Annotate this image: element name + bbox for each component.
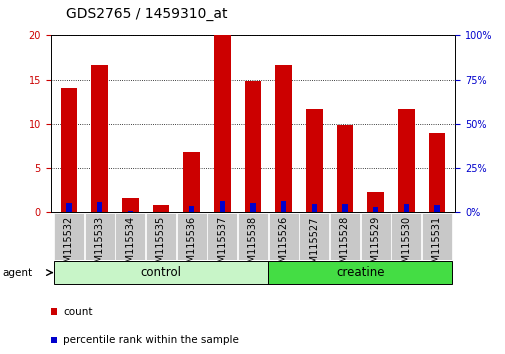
Text: percentile rank within the sample: percentile rank within the sample (63, 335, 238, 345)
Text: GSM115532: GSM115532 (64, 216, 74, 275)
FancyBboxPatch shape (237, 213, 268, 260)
Text: GSM115535: GSM115535 (156, 216, 166, 275)
FancyBboxPatch shape (390, 213, 421, 260)
Bar (403, 204, 408, 212)
Bar (219, 201, 224, 212)
Bar (336, 125, 352, 212)
Bar (250, 202, 255, 212)
Text: count: count (63, 307, 92, 316)
Bar (122, 198, 138, 212)
FancyBboxPatch shape (329, 213, 360, 260)
Bar (372, 207, 377, 212)
FancyBboxPatch shape (145, 213, 176, 260)
Text: GSM115529: GSM115529 (370, 216, 380, 275)
Bar (311, 204, 316, 212)
Bar (183, 152, 199, 212)
Text: creatine: creatine (335, 266, 384, 279)
Text: agent: agent (3, 268, 33, 278)
Text: GSM115533: GSM115533 (94, 216, 105, 275)
Bar (434, 205, 439, 212)
Bar (281, 201, 286, 212)
Text: GSM115536: GSM115536 (186, 216, 196, 275)
FancyBboxPatch shape (207, 213, 237, 260)
FancyBboxPatch shape (268, 261, 451, 284)
FancyBboxPatch shape (360, 213, 390, 260)
Text: GSM115526: GSM115526 (278, 216, 288, 275)
Bar (428, 133, 444, 212)
Text: GSM115528: GSM115528 (339, 216, 349, 275)
Text: GSM115527: GSM115527 (309, 216, 319, 276)
Text: GSM115538: GSM115538 (247, 216, 258, 275)
Bar (397, 109, 414, 212)
Bar (128, 211, 133, 212)
Bar (214, 35, 230, 212)
FancyBboxPatch shape (299, 213, 329, 260)
FancyBboxPatch shape (176, 213, 206, 260)
Bar (153, 205, 169, 212)
FancyBboxPatch shape (268, 213, 298, 260)
Bar (91, 65, 108, 212)
Text: GDS2765 / 1459310_at: GDS2765 / 1459310_at (66, 7, 227, 21)
FancyBboxPatch shape (54, 261, 268, 284)
Bar (189, 206, 194, 212)
FancyBboxPatch shape (115, 213, 145, 260)
FancyBboxPatch shape (54, 213, 84, 260)
Bar (66, 203, 71, 212)
Text: GSM115531: GSM115531 (431, 216, 441, 275)
Bar (61, 88, 77, 212)
Bar (275, 65, 291, 212)
Text: GSM115530: GSM115530 (400, 216, 411, 275)
Text: control: control (140, 266, 181, 279)
FancyBboxPatch shape (421, 213, 451, 260)
Text: GSM115537: GSM115537 (217, 216, 227, 275)
Bar (342, 204, 347, 212)
Bar (244, 80, 261, 212)
Bar (97, 202, 102, 212)
Text: GSM115534: GSM115534 (125, 216, 135, 275)
FancyBboxPatch shape (84, 213, 115, 260)
Bar (367, 192, 383, 212)
Bar (306, 109, 322, 212)
